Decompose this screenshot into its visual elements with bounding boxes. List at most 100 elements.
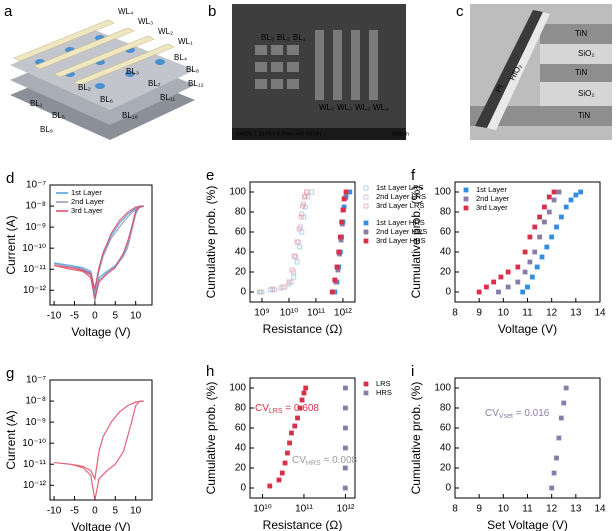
y-tick-label: 80 xyxy=(440,207,452,218)
y-axis-title: Current (A) xyxy=(4,410,18,469)
data-point xyxy=(289,267,295,273)
y-tick-label: 0 xyxy=(445,483,451,494)
y-tick-label: 0 xyxy=(445,287,451,298)
image-label: TiN xyxy=(575,68,587,77)
y-tick-label: 10⁻⁹ xyxy=(25,222,46,233)
legend-swatch xyxy=(463,196,469,202)
y-tick-label: 100 xyxy=(434,383,451,394)
image-label: BL₉ xyxy=(40,125,53,134)
data-point xyxy=(285,450,290,456)
y-tick-label: 60 xyxy=(235,227,247,238)
legend-swatch xyxy=(363,238,369,244)
y-tick-label: 10⁻⁹ xyxy=(25,417,46,428)
data-point xyxy=(554,455,559,461)
y-tick-label: 10⁻¹¹ xyxy=(23,264,47,275)
data-point xyxy=(505,284,511,290)
data-point xyxy=(259,289,265,295)
data-point xyxy=(556,189,562,195)
legend-label: 1st Layer xyxy=(71,188,102,197)
data-point xyxy=(558,415,564,421)
legend-label: HRS xyxy=(376,388,392,397)
data-point xyxy=(342,465,348,471)
x-axis-title: Voltage (V) xyxy=(498,322,557,336)
x-tick-label: 12 xyxy=(546,504,558,515)
tem-image xyxy=(470,4,612,140)
data-point xyxy=(568,197,574,203)
image-label: Pt xyxy=(494,82,506,94)
x-tick-label: 10 xyxy=(498,308,510,319)
x-tick-label: 11 xyxy=(522,308,533,319)
data-point xyxy=(341,196,347,202)
data-point xyxy=(270,286,276,292)
data-point xyxy=(267,483,273,489)
image-label: BL₁₁ xyxy=(160,93,175,102)
data-point xyxy=(484,284,489,290)
annotation-value: = 0.608 xyxy=(283,403,320,414)
y-tick-label: 0 xyxy=(240,287,246,298)
x-tick-label: 9 xyxy=(476,504,482,515)
x-tick-label: 8 xyxy=(452,504,458,515)
data-point xyxy=(343,405,348,411)
x-tick-label: 10¹⁰ xyxy=(280,308,298,319)
legend-label: 1st Layer LRS xyxy=(376,183,424,192)
data-point xyxy=(537,234,542,240)
image-label: SiO₂ xyxy=(578,89,594,98)
legend-label: 3rd Layer HRS xyxy=(376,236,426,245)
y-axis-title: Current (A) xyxy=(4,215,18,274)
legend-swatch xyxy=(463,205,469,211)
data-point xyxy=(563,204,569,210)
data-point xyxy=(549,234,555,240)
iv-curve xyxy=(53,205,144,299)
legend-swatch xyxy=(363,203,369,209)
y-tick-label: 80 xyxy=(235,207,247,218)
data-point xyxy=(332,277,338,283)
data-point xyxy=(291,274,297,280)
y-axis-title: Cumulative prob. (%) xyxy=(204,186,218,299)
data-point xyxy=(300,203,305,209)
x-tick-label: 10⁹ xyxy=(254,308,269,319)
image-label: BL₂ xyxy=(78,83,91,92)
plot-frame xyxy=(249,181,356,303)
data-point xyxy=(299,397,305,403)
x-tick-label: 12 xyxy=(546,308,558,319)
data-point xyxy=(520,289,526,295)
data-point xyxy=(542,204,547,210)
plot-frame xyxy=(49,184,153,306)
image-label: WL₂ xyxy=(337,103,352,112)
data-point xyxy=(309,189,315,195)
data-point xyxy=(299,229,305,235)
y-tick-label: 20 xyxy=(440,463,452,474)
data-point xyxy=(534,264,540,270)
x-tick-label: -5 xyxy=(70,506,79,517)
data-point xyxy=(551,470,557,476)
x-tick-label: 5 xyxy=(112,506,118,517)
x-tick-label: 14 xyxy=(594,504,606,515)
data-point xyxy=(339,219,345,225)
y-tick-label: 40 xyxy=(440,443,452,454)
image-label: WL₄ xyxy=(118,7,133,16)
legend-swatch xyxy=(363,381,369,387)
image-label: BL₇ xyxy=(148,79,161,88)
y-tick-label: 100 xyxy=(229,383,246,394)
data-point xyxy=(498,274,504,280)
data-point xyxy=(546,194,552,200)
data-point xyxy=(336,249,342,255)
image-label: TiN xyxy=(578,111,590,120)
image-label: WL₁ xyxy=(178,37,193,46)
data-point xyxy=(537,214,542,220)
data-point xyxy=(286,279,292,285)
y-tick-label: 10⁻¹² xyxy=(23,480,47,491)
image-label: WL₃ xyxy=(138,17,153,26)
data-point xyxy=(297,405,303,411)
data-point xyxy=(522,269,528,275)
data-point xyxy=(295,415,300,421)
data-point xyxy=(525,284,530,290)
panel-label: b xyxy=(208,3,216,20)
annotation-text: CV xyxy=(255,403,269,414)
data-point xyxy=(505,269,511,275)
x-tick-label: 13 xyxy=(570,308,582,319)
image-label: BL₂ xyxy=(277,33,290,42)
x-axis-title: Voltage (V) xyxy=(71,520,130,531)
